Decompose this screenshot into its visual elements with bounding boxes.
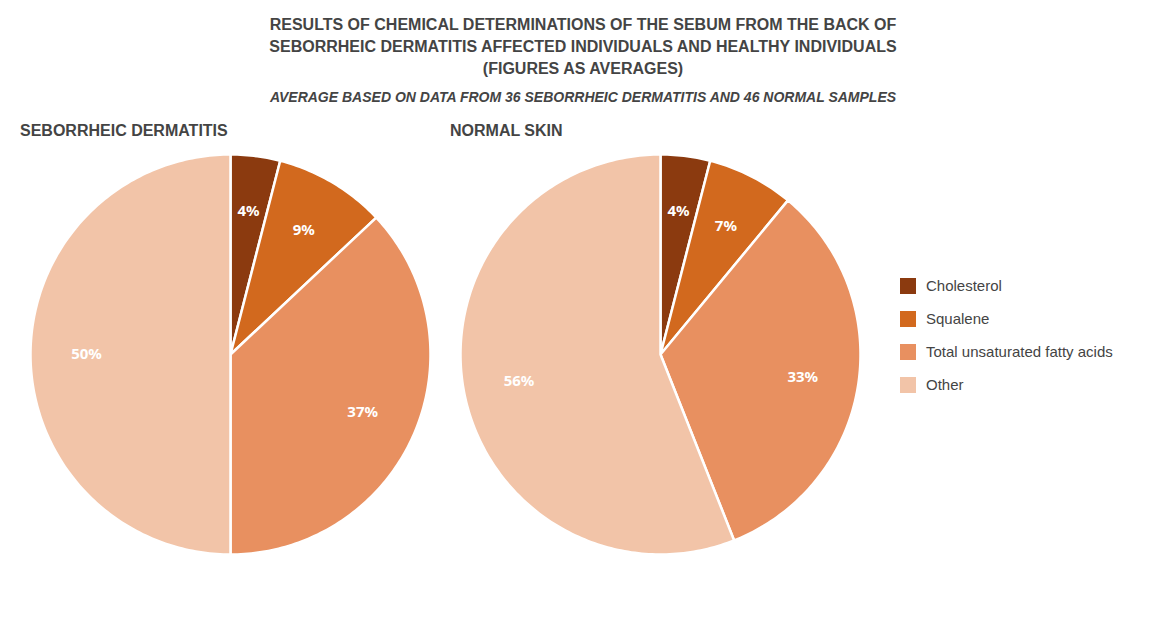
html-text:AVERAGE BASED ON DATA FROM 36: AVERAGE BASED ON DATA FROM 36 SEBORRHEIC… [269,89,897,105]
svg-text:37%: 37% [347,400,378,420]
html-text:RESULTS OF CHEMICAL DETERMINAT: RESULTS OF CHEMICAL DETERMINATIONS OF TH… [269,16,897,33]
html-text:SEBORRHEIC DERMATITIS: SEBORRHEIC DERMATITIS [20,122,228,139]
html-text:NORMAL SKIN: NORMAL SKIN [450,122,563,139]
html-text:Total unsaturated fatty acids: Total unsaturated fatty acids [926,343,1113,360]
html-text:Other: Other [926,376,964,393]
svg-text:9%: 9% [293,219,316,239]
svg-text:4%: 4% [237,200,260,220]
html-text:(FIGURES AS AVERAGES): (FIGURES AS AVERAGES) [482,60,684,77]
svg-text:33%: 33% [787,366,818,386]
svg-text:50%: 50% [71,343,102,363]
html-text:Cholesterol: Cholesterol [926,277,1002,294]
html-text:Squalene: Squalene [926,310,990,327]
svg-text:4%: 4% [667,200,690,220]
html-text:SEBORRHEIC DERMATITIS AFFECTED: SEBORRHEIC DERMATITIS AFFECTED INDIVIDUA… [269,38,897,55]
svg-text:7%: 7% [715,215,738,235]
svg-text:56%: 56% [504,370,535,390]
